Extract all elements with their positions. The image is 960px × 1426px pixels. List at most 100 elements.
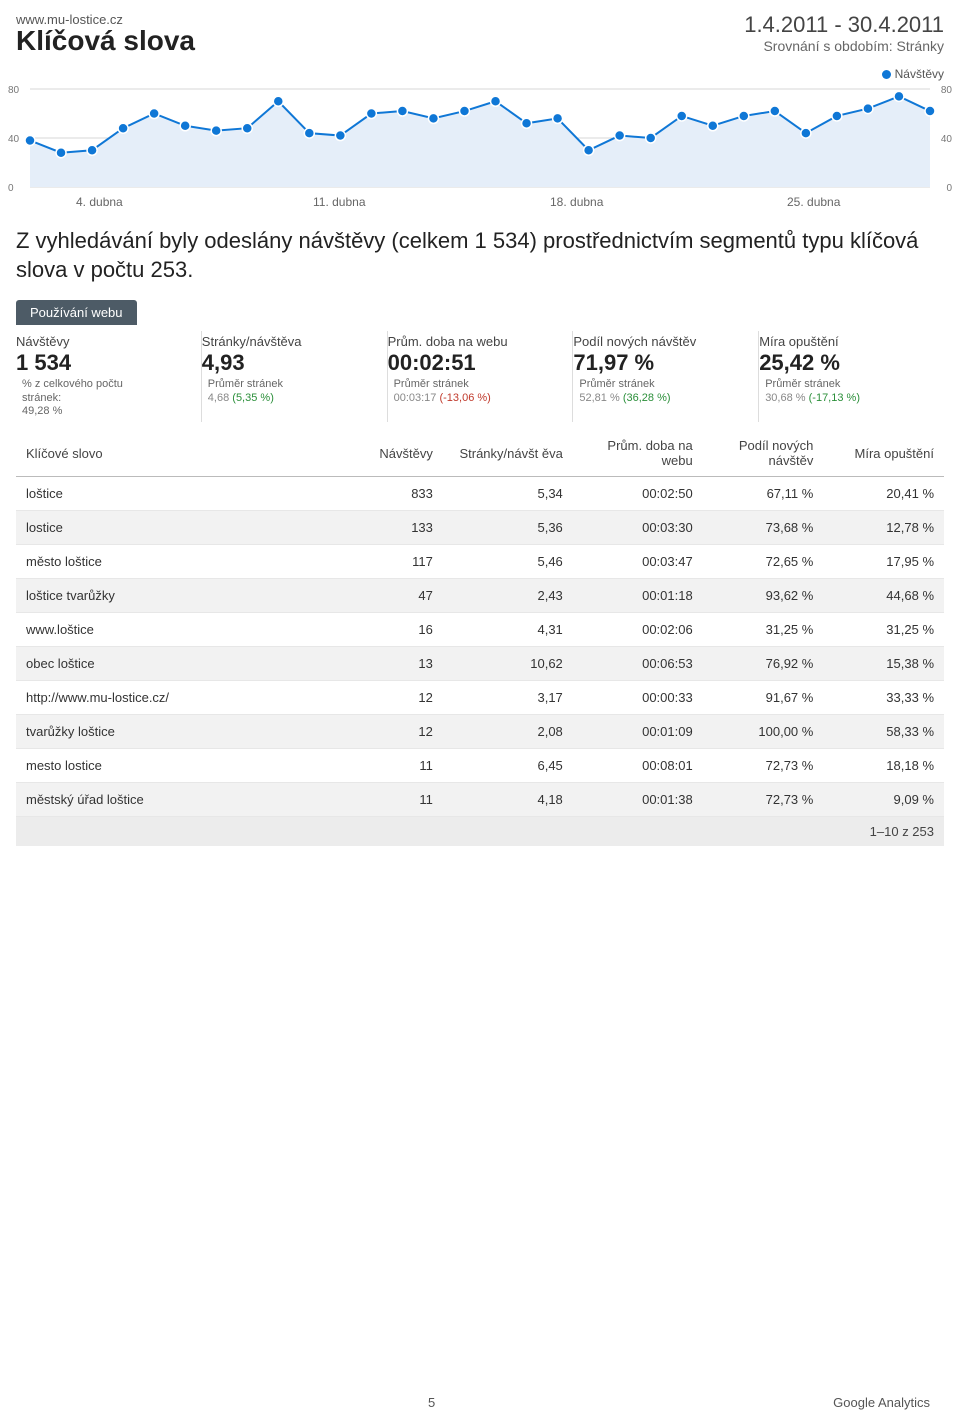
table-cell: 5,34 <box>443 477 573 511</box>
table-cell: 18,18 % <box>823 749 944 783</box>
keywords-table: Klíčové slovoNávštěvyStránky/návšt ěvaPr… <box>0 430 960 846</box>
table-cell: 12 <box>332 681 443 715</box>
chart-legend: Návštěvy <box>0 63 960 83</box>
table-cell: 4,31 <box>443 613 573 647</box>
table-cell: 15,38 % <box>823 647 944 681</box>
scorecard-label: Podíl nových návštěv <box>573 335 748 349</box>
scorecard: Návštěvy 1 534 % z celkového počtu strán… <box>16 331 202 422</box>
table-cell: 00:03:47 <box>573 545 703 579</box>
scorecard-sub: 30,68 % (-17,13 %) <box>765 392 934 405</box>
column-header[interactable]: Míra opuštění <box>823 430 944 477</box>
table-cell: 2,08 <box>443 715 573 749</box>
table-cell: 12,78 % <box>823 511 944 545</box>
table-row[interactable]: www.loštice164,3100:02:0631,25 %31,25 % <box>16 613 944 647</box>
x-axis-label: 25. dubna <box>717 195 954 209</box>
table-cell: 73,68 % <box>703 511 824 545</box>
table-row[interactable]: lostice1335,3600:03:3073,68 %12,78 % <box>16 511 944 545</box>
table-cell: 11 <box>332 783 443 817</box>
table-cell: 100,00 % <box>703 715 824 749</box>
svg-text:80: 80 <box>941 85 953 96</box>
table-pagination: 1–10 z 253 <box>16 817 944 846</box>
table-row[interactable]: městský úřad loštice114,1800:01:3872,73 … <box>16 783 944 817</box>
x-axis-label: 4. dubna <box>6 195 243 209</box>
table-cell: 133 <box>332 511 443 545</box>
scorecard-label: Návštěvy <box>16 335 191 349</box>
table-cell: 72,73 % <box>703 749 824 783</box>
table-cell: loštice <box>16 477 332 511</box>
scorecard-value: 71,97 % <box>573 350 748 376</box>
date-range: 1.4.2011 - 30.4.2011 <box>744 12 944 38</box>
table-cell: 72,73 % <box>703 783 824 817</box>
scorecard: Podíl nových návštěv 71,97 % Průměr strá… <box>573 331 759 422</box>
scorecard-sub: Průměr stránek <box>208 378 377 391</box>
page-footer: 5 Google Analytics <box>0 1395 960 1410</box>
scorecard: Prům. doba na webu 00:02:51 Průměr strán… <box>388 331 574 422</box>
brand-label: Google Analytics <box>833 1395 930 1410</box>
column-header[interactable]: Podíl nových návštěv <box>703 430 824 477</box>
table-cell: 31,25 % <box>823 613 944 647</box>
scorecard-sub: % z celkového počtu <box>22 378 191 391</box>
table-cell: 00:01:09 <box>573 715 703 749</box>
table-cell: 44,68 % <box>823 579 944 613</box>
table-row[interactable]: město loštice1175,4600:03:4772,65 %17,95… <box>16 545 944 579</box>
table-cell: lostice <box>16 511 332 545</box>
table-cell: město loštice <box>16 545 332 579</box>
table-cell: 4,18 <box>443 783 573 817</box>
summary-text: Z vyhledávání byly odeslány návštěvy (ce… <box>0 223 960 300</box>
table-row[interactable]: obec loštice1310,6200:06:5376,92 %15,38 … <box>16 647 944 681</box>
table-cell: 17,95 % <box>823 545 944 579</box>
table-cell: http://www.mu-lostice.cz/ <box>16 681 332 715</box>
table-cell: 00:02:50 <box>573 477 703 511</box>
table-cell: 00:06:53 <box>573 647 703 681</box>
table-cell: 91,67 % <box>703 681 824 715</box>
table-cell: 00:08:01 <box>573 749 703 783</box>
page-header: www.mu-lostice.cz Klíčová slova 1.4.2011… <box>0 0 960 63</box>
page-number: 5 <box>30 1395 833 1410</box>
table-row[interactable]: mesto lostice116,4500:08:0172,73 %18,18 … <box>16 749 944 783</box>
legend-label: Návštěvy <box>895 67 944 81</box>
table-cell: 47 <box>332 579 443 613</box>
svg-text:0: 0 <box>946 183 952 193</box>
table-cell: 12 <box>332 715 443 749</box>
column-header[interactable]: Stránky/návšt ěva <box>443 430 573 477</box>
table-body: loštice8335,3400:02:5067,11 %20,41 %lost… <box>16 477 944 817</box>
table-cell: loštice tvarůžky <box>16 579 332 613</box>
scorecard-label: Stránky/návštěva <box>202 335 377 349</box>
scorecard-sub: 49,28 % <box>22 405 191 418</box>
scorecard-sub: 52,81 % (36,28 %) <box>579 392 748 405</box>
table-cell: 20,41 % <box>823 477 944 511</box>
table-cell: mesto lostice <box>16 749 332 783</box>
svg-text:80: 80 <box>8 85 20 96</box>
table-cell: 3,17 <box>443 681 573 715</box>
visits-chart: 0040408080 <box>0 83 960 193</box>
scorecard-row: Návštěvy 1 534 % z celkového počtu strán… <box>0 327 960 430</box>
scorecard-value: 4,93 <box>202 350 377 376</box>
scorecard-sub: 00:03:17 (-13,06 %) <box>394 392 563 405</box>
table-cell: 72,65 % <box>703 545 824 579</box>
table-cell: www.loštice <box>16 613 332 647</box>
table-row[interactable]: http://www.mu-lostice.cz/123,1700:00:339… <box>16 681 944 715</box>
table-row[interactable]: loštice8335,3400:02:5067,11 %20,41 % <box>16 477 944 511</box>
scorecard-sub: Průměr stránek <box>579 378 748 391</box>
page-title: Klíčová slova <box>16 25 195 57</box>
column-header[interactable]: Návštěvy <box>332 430 443 477</box>
table-row[interactable]: tvarůžky loštice122,0800:01:09100,00 %58… <box>16 715 944 749</box>
legend-dot-icon <box>882 70 891 79</box>
table-row[interactable]: loštice tvarůžky472,4300:01:1893,62 %44,… <box>16 579 944 613</box>
compare-label: Srovnání s obdobím: Stránky <box>744 38 944 54</box>
scorecard: Stránky/návštěva 4,93 Průměr stránek 4,6… <box>202 331 388 422</box>
table-cell: 5,36 <box>443 511 573 545</box>
table-cell: 10,62 <box>443 647 573 681</box>
svg-text:0: 0 <box>8 183 14 193</box>
column-header[interactable]: Prům. doba na webu <box>573 430 703 477</box>
scorecard-sub: stránek: <box>22 392 191 405</box>
column-header[interactable]: Klíčové slovo <box>16 430 332 477</box>
tab-site-usage[interactable]: Používání webu <box>16 300 137 325</box>
scorecard-sub: Průměr stránek <box>765 378 934 391</box>
table-cell: 9,09 % <box>823 783 944 817</box>
table-cell: 93,62 % <box>703 579 824 613</box>
table-cell: 13 <box>332 647 443 681</box>
chart-x-axis: 4. dubna11. dubna18. dubna25. dubna <box>0 193 960 223</box>
table-cell: 67,11 % <box>703 477 824 511</box>
table-cell: 2,43 <box>443 579 573 613</box>
